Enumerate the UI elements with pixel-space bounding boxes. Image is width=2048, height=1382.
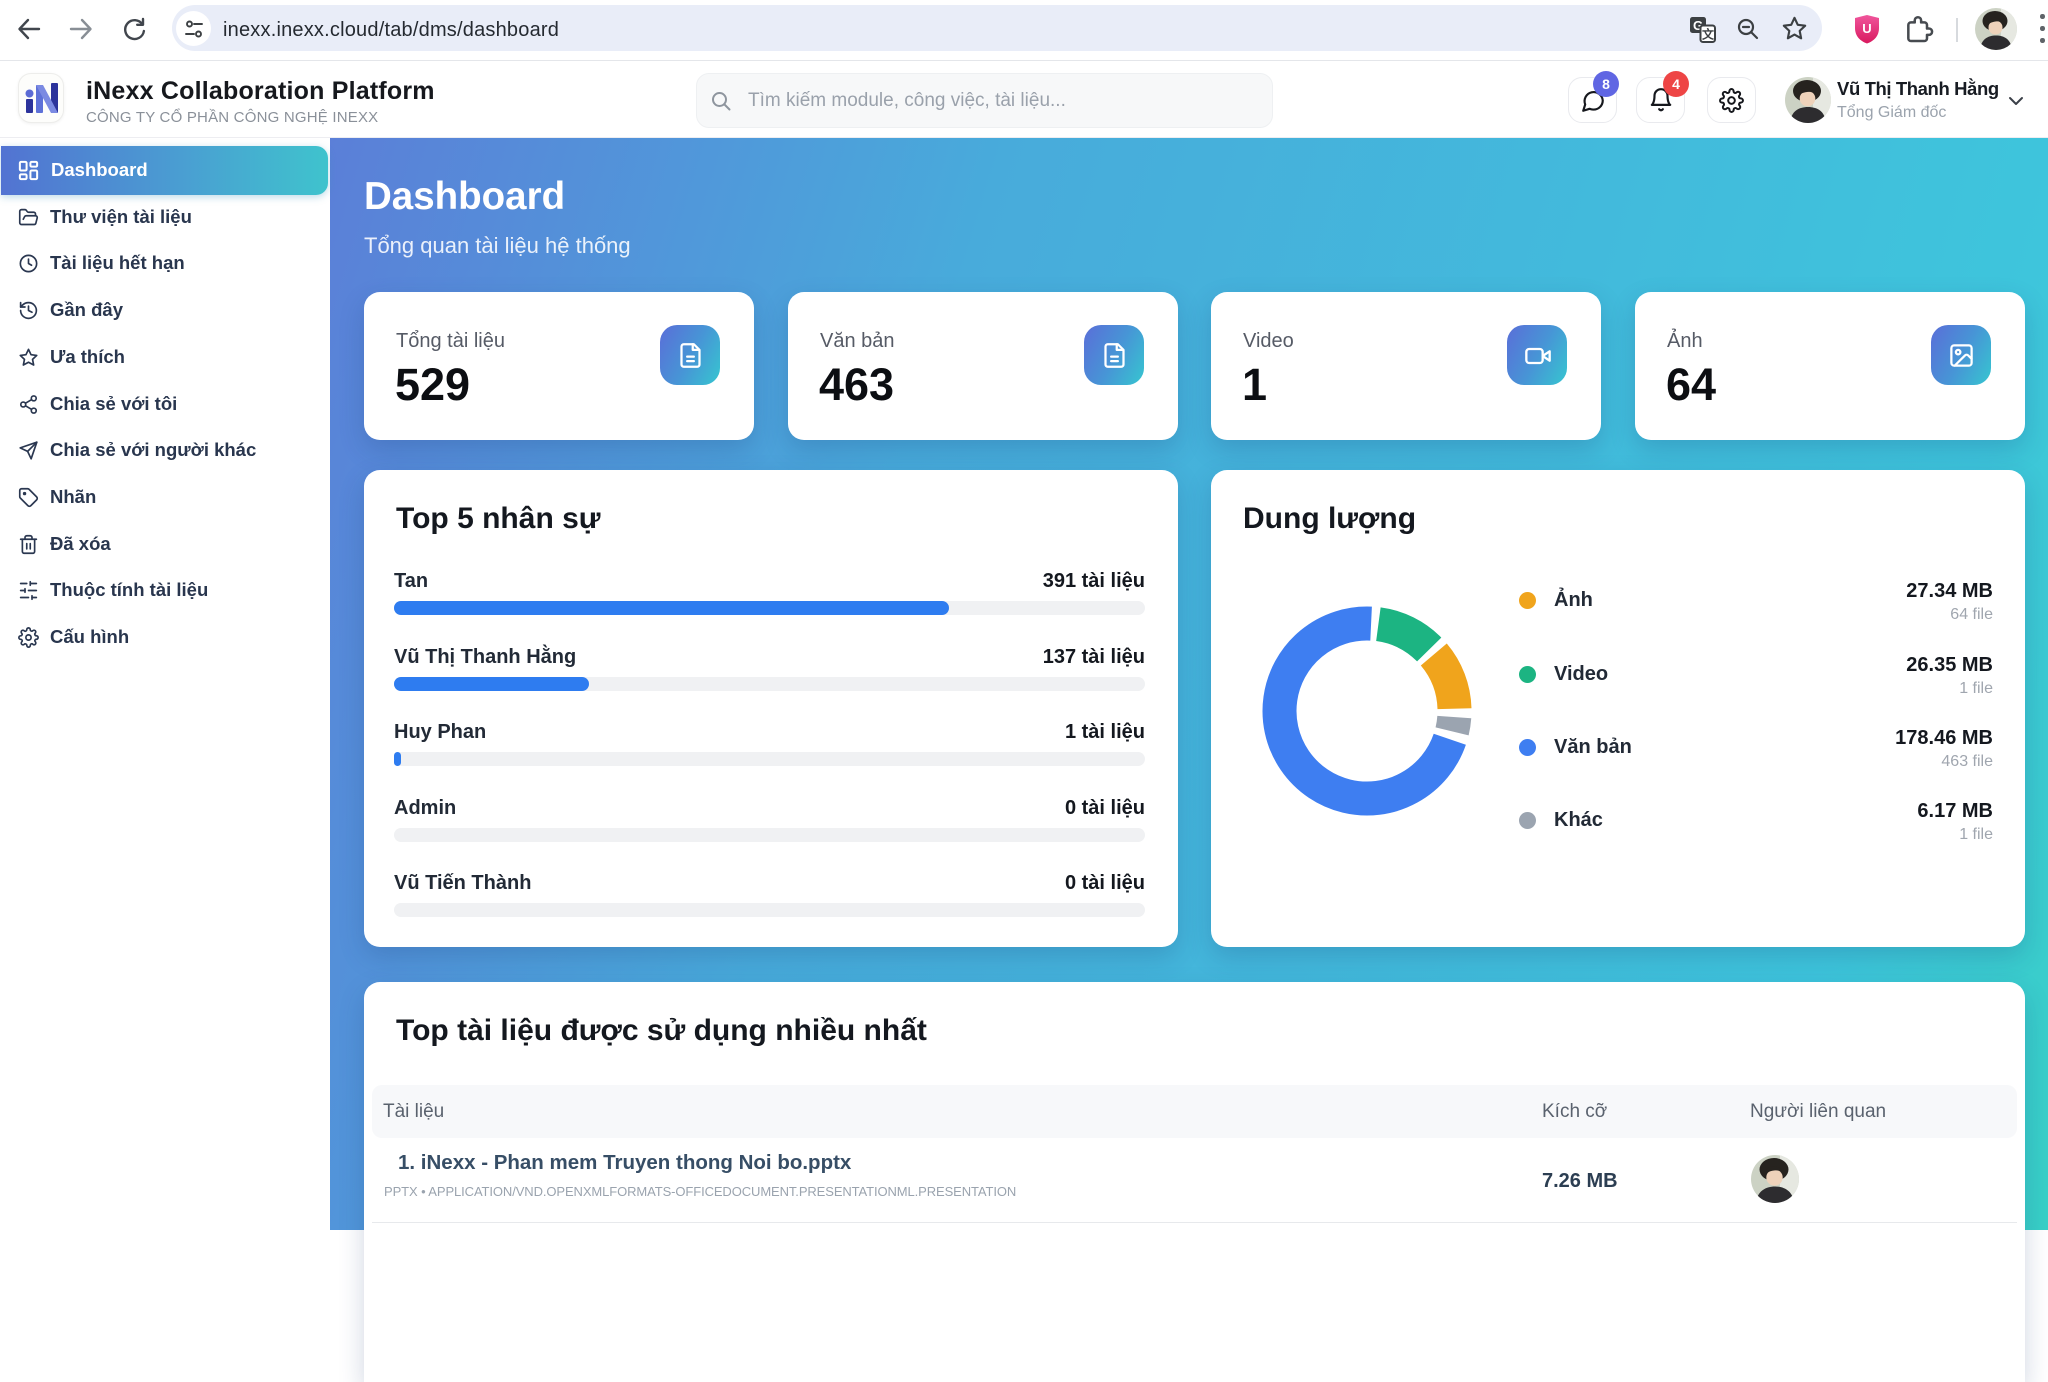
svg-text:文: 文 [1702,27,1715,42]
svg-text:G: G [1693,18,1703,33]
svg-text:U: U [1862,21,1871,36]
